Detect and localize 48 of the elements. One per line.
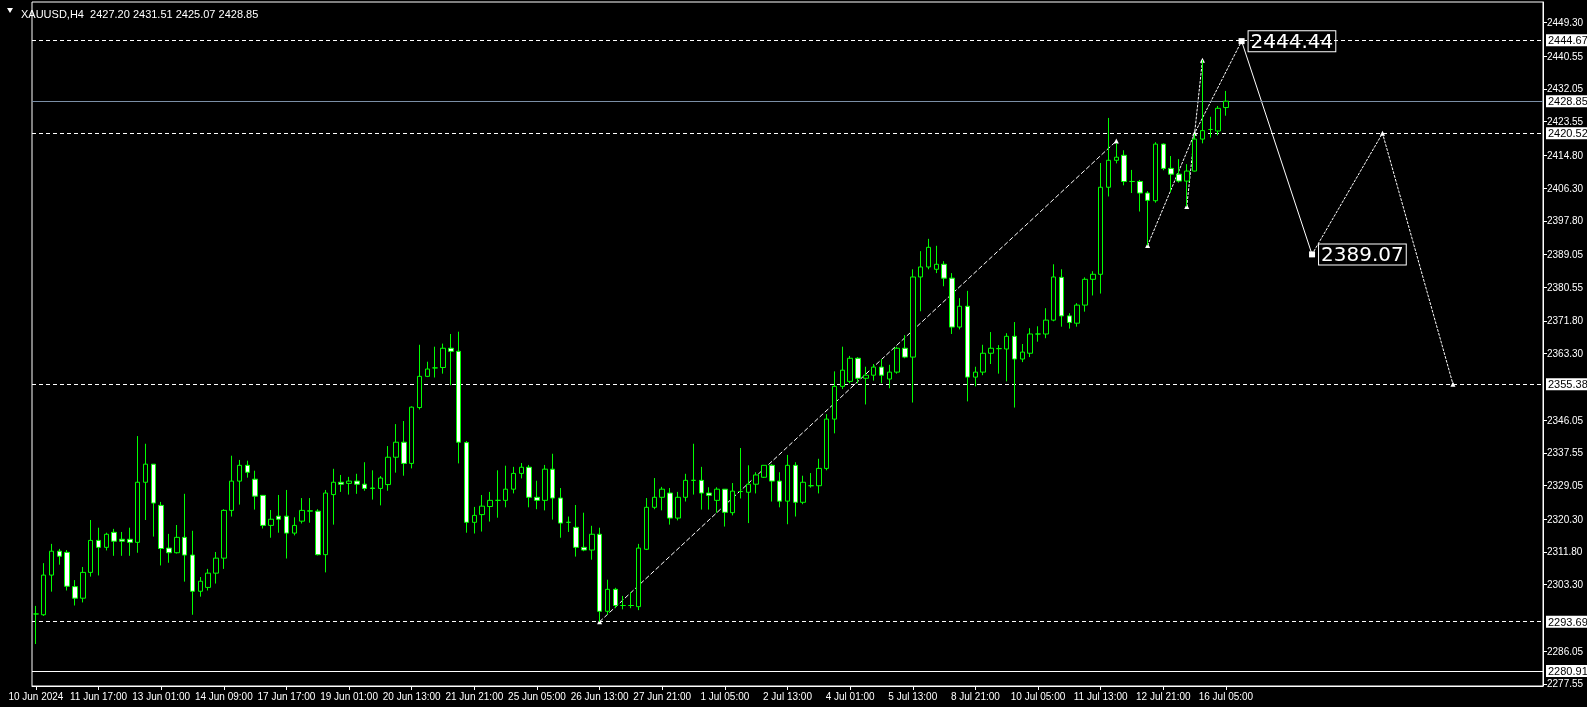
ref-line-label: 2355.38 — [1548, 378, 1587, 391]
data-label: 2444.44 — [1250, 29, 1334, 54]
y-tick-label: 2371.80 — [1547, 315, 1584, 327]
y-tick-label: 2320.30 — [1547, 513, 1584, 525]
text: XAUUSD,H4 2427.20 2431.51 2425.07 2428.85 — [21, 7, 259, 20]
x-tick-label: 13 Jun 01:00 — [132, 690, 191, 702]
x-tick-label: 11 Jul 13:00 — [1073, 690, 1128, 702]
y-tick-label: 2440.55 — [1547, 50, 1584, 62]
data-label: 2389.07 — [1321, 242, 1404, 267]
y-tick-label: 2380.55 — [1547, 281, 1584, 293]
x-tick-label: 10 Jul 05:00 — [1010, 690, 1066, 702]
y-tick-label: 2329.05 — [1547, 480, 1584, 492]
ref-line-label: 2428.85 — [1548, 95, 1587, 108]
x-tick-label: 17 Jun 17:00 — [257, 690, 316, 702]
x-tick-label: 27 Jun 21:00 — [633, 690, 692, 702]
x-tick-label: 21 Jun 21:00 — [445, 690, 504, 702]
x-tick-label: 25 Jun 05:00 — [508, 690, 567, 702]
x-tick-label: 16 Jul 05:00 — [1198, 690, 1254, 702]
x-tick-label: 19 Jun 01:00 — [320, 690, 379, 702]
ref-line-label: 2420.52 — [1548, 127, 1587, 140]
y-tick-label: 2311.80 — [1547, 546, 1583, 558]
y-tick-label: 2363.30 — [1547, 348, 1584, 360]
y-tick-label: 2286.05 — [1547, 645, 1584, 657]
y-tick-label: 2277.55 — [1547, 678, 1584, 690]
x-tick-label: 4 Jul 01:00 — [825, 690, 876, 702]
x-tick-label: 14 Jun 09:00 — [194, 690, 254, 702]
y-tick-label: 2337.55 — [1547, 447, 1584, 459]
y-tick-label: 2414.80 — [1547, 149, 1584, 161]
y-tick-label: 2432.05 — [1547, 83, 1584, 95]
ref-line-label: 2444.67 — [1548, 34, 1587, 47]
ref-line-label: 2280.91 — [1548, 664, 1587, 677]
y-tick-label: 2389.05 — [1547, 248, 1584, 260]
y-tick-label: 2397.80 — [1547, 215, 1584, 227]
y-tick-label: 2449.30 — [1547, 16, 1584, 28]
x-tick-label: 1 Jul 05:00 — [700, 690, 750, 702]
x-tick-label: 20 Jun 13:00 — [382, 690, 442, 702]
x-tick-label: 10 Jun 2024 — [8, 690, 64, 702]
y-tick-label: 2406.30 — [1547, 182, 1584, 194]
x-tick-label: 2 Jul 13:00 — [763, 690, 813, 702]
x-tick-label: 12 Jul 21:00 — [1136, 690, 1191, 702]
x-tick-label: 8 Jul 21:00 — [950, 690, 1001, 702]
y-tick-label: 2423.55 — [1547, 116, 1584, 128]
x-tick-label: 11 Jun 17:00 — [70, 690, 128, 702]
x-tick-label: 26 Jun 13:00 — [570, 690, 629, 702]
ref-line-label: 2293.69 — [1548, 615, 1587, 628]
y-tick-label: 2303.30 — [1547, 579, 1584, 591]
y-tick-label: 2346.05 — [1547, 414, 1584, 426]
x-tick-label: 5 Jul 13:00 — [888, 690, 938, 702]
